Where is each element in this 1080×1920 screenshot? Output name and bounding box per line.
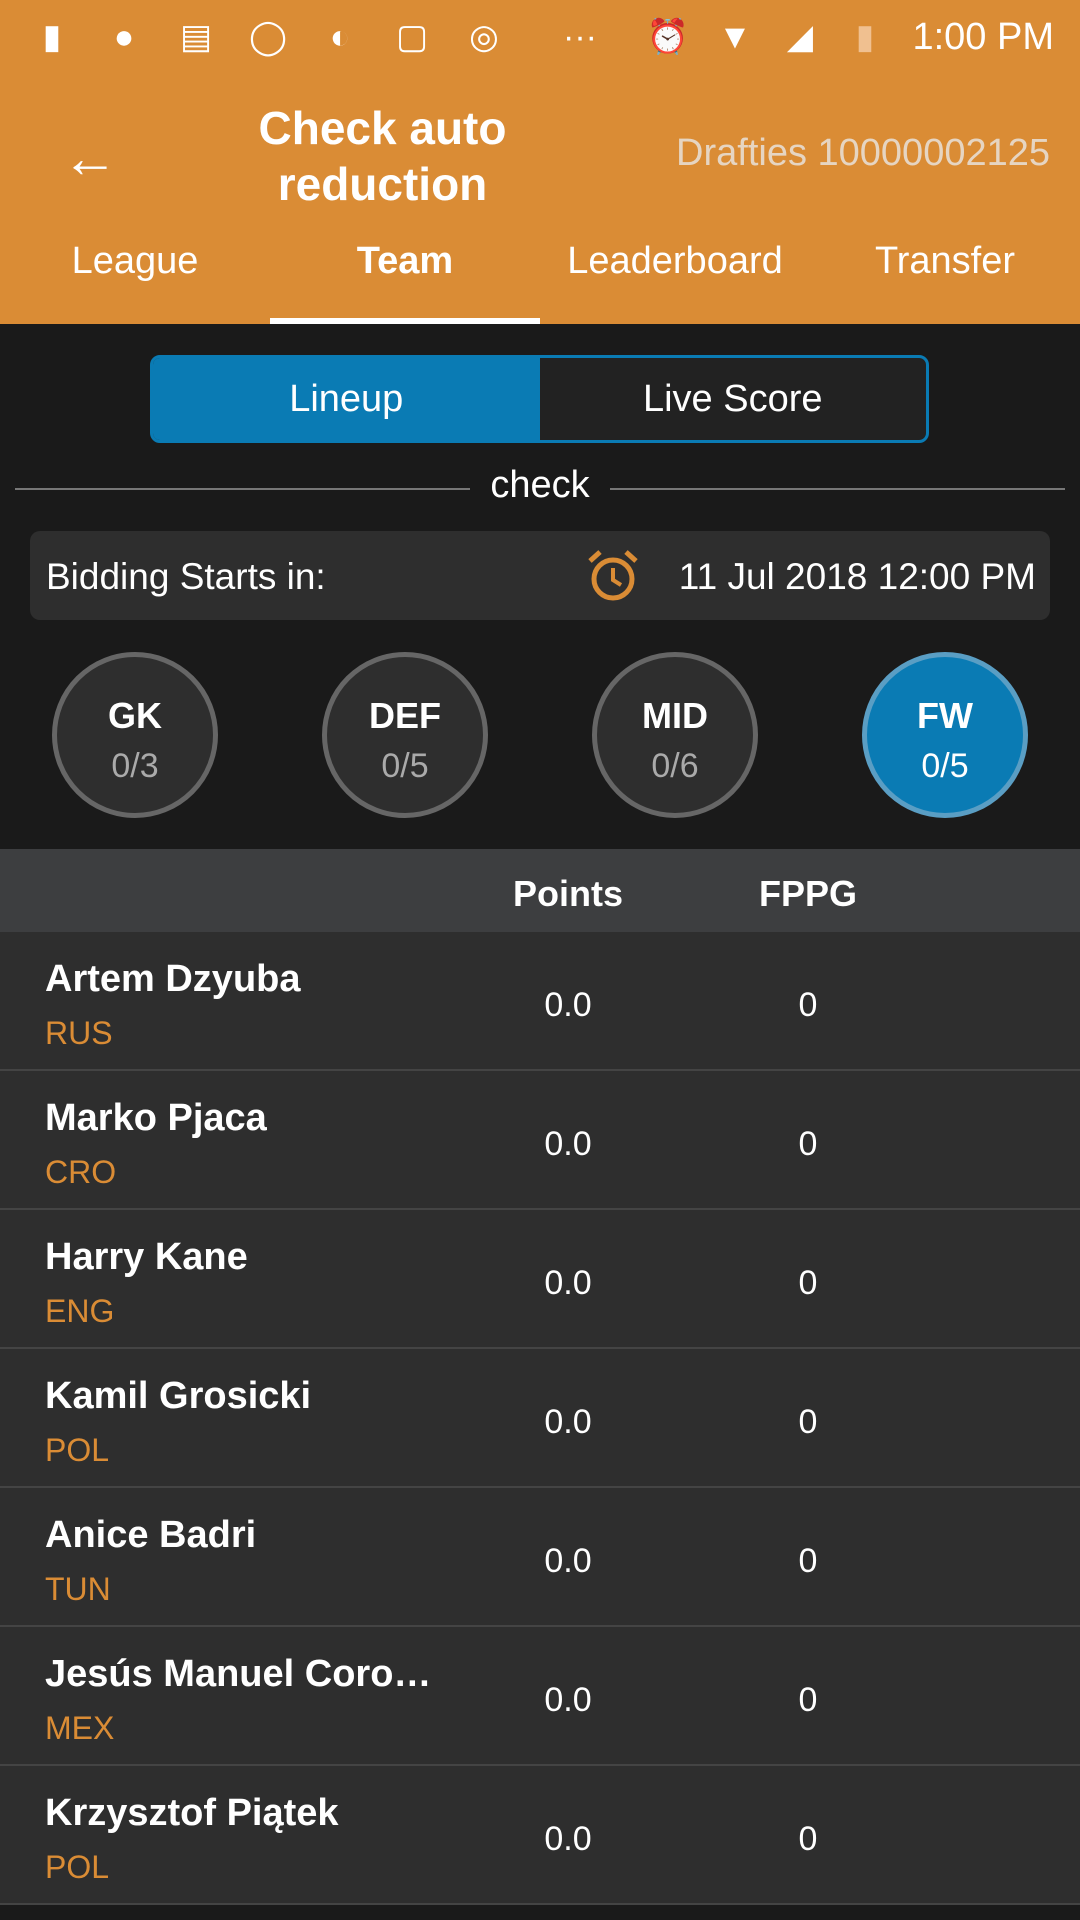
player-row[interactable]: Anice Badri TUN 0.0 0 — [0, 1488, 1080, 1627]
instagram-icon: ◎ — [469, 18, 499, 56]
position-label: DEF — [369, 695, 441, 736]
position-label: GK — [108, 695, 162, 736]
player-country: CRO — [45, 1154, 117, 1190]
player-fppg: 0 — [798, 1125, 818, 1163]
player-country: ENG — [45, 1293, 115, 1329]
table-header: Points FPPG — [0, 849, 1080, 932]
position-label: FW — [917, 695, 973, 736]
position-filter-mid[interactable]: MID 0/6 — [592, 652, 758, 818]
signal-icon: ◢ — [786, 18, 814, 56]
player-fppg: 0 — [798, 1820, 818, 1858]
app-icon: ▢ — [395, 18, 429, 56]
app-header: ▮ ● ▤ ◯ ◐ ▢ ◎ ··· ⏰ ▼ ◢ ▮ 1:00 PM ← Chec… — [0, 0, 1080, 324]
player-points: 0.0 — [544, 1681, 592, 1719]
news-icon: ▤ — [179, 18, 213, 56]
battery-low-icon: ▮ — [855, 18, 875, 56]
tab-leaderboard[interactable]: Leaderboard — [567, 240, 783, 282]
player-name: Marko Pjaca — [45, 1097, 267, 1139]
player-fppg: 0 — [798, 1542, 818, 1580]
player-points: 0.0 — [544, 1264, 592, 1302]
more-dots-icon: ··· — [563, 17, 597, 56]
player-row[interactable]: Marko Pjaca CRO 0.0 0 — [0, 1071, 1080, 1210]
player-country: POL — [45, 1849, 110, 1885]
player-name: Harry Kane — [45, 1236, 248, 1278]
bidding-label: Bidding Starts in: — [46, 556, 326, 597]
hangouts-icon: ● — [113, 17, 135, 56]
player-fppg: 0 — [798, 986, 818, 1024]
bidding-banner: Bidding Starts in: 11 Jul 2018 12:00 PM — [30, 531, 1050, 620]
player-name: Anice Badri — [45, 1514, 257, 1556]
player-country: MEX — [45, 1710, 115, 1746]
points-column-header: Points — [512, 873, 623, 914]
tab-indicator — [270, 318, 540, 324]
league-subtitle: Drafties 10000002125 — [676, 132, 1050, 174]
back-arrow-icon[interactable]: ← — [62, 126, 118, 189]
player-row[interactable]: Jesús Manuel Coro… MEX 0.0 0 — [0, 1627, 1080, 1766]
fppg-column-header: FPPG — [758, 873, 857, 914]
tab-league[interactable]: League — [71, 240, 199, 282]
player-points: 0.0 — [544, 1403, 592, 1441]
player-fppg: 0 — [798, 1403, 818, 1441]
tab-transfer[interactable]: Transfer — [874, 240, 1016, 282]
position-count: 0/6 — [651, 747, 699, 785]
alarm-clock-icon — [588, 550, 638, 601]
player-points: 0.0 — [544, 1820, 592, 1858]
position-filter-gk[interactable]: GK 0/3 — [52, 652, 218, 818]
position-count: 0/5 — [921, 747, 969, 785]
tab-team[interactable]: Team — [356, 240, 454, 282]
player-row[interactable]: Harry Kane ENG 0.0 0 — [0, 1210, 1080, 1349]
status-bar: ▮ ● ▤ ◯ ◐ ▢ ◎ ··· ⏰ ▼ ◢ ▮ 1:00 PM — [0, 0, 1080, 78]
view-segmented-control: Lineup Live Score — [150, 355, 929, 443]
live-score-segment[interactable]: Live Score — [642, 377, 823, 420]
player-country: RUS — [45, 1015, 113, 1051]
whatsapp-icon: ◯ — [248, 18, 288, 56]
player-points: 0.0 — [544, 1125, 592, 1163]
wifi-icon: ▼ — [718, 17, 752, 56]
player-name: Jesús Manuel Coro… — [45, 1653, 432, 1695]
player-country: POL — [45, 1432, 110, 1468]
player-fppg: 0 — [798, 1264, 818, 1302]
bidding-time: 11 Jul 2018 12:00 PM — [678, 556, 1036, 597]
player-row[interactable]: Krzysztof Piątek POL 0.0 0 — [0, 1766, 1080, 1905]
night-mode-icon: ◐ — [329, 17, 351, 56]
position-label: MID — [642, 695, 708, 736]
position-count: 0/3 — [111, 747, 159, 785]
player-name: Artem Dzyuba — [45, 958, 301, 1000]
position-filter-def[interactable]: DEF 0/5 — [322, 652, 488, 818]
player-country: TUN — [45, 1571, 111, 1607]
player-points: 0.0 — [544, 1542, 592, 1580]
position-count: 0/5 — [381, 747, 429, 785]
player-fppg: 0 — [798, 1681, 818, 1719]
player-name: Kamil Grosicki — [45, 1375, 312, 1417]
alarm-icon: ⏰ — [646, 18, 690, 56]
player-name: Krzysztof Piątek — [45, 1792, 339, 1834]
position-filter-fw[interactable]: FW 0/5 — [862, 652, 1028, 818]
player-row[interactable]: Kamil Grosicki POL 0.0 0 — [0, 1349, 1080, 1488]
battery-alert-icon: ▮ — [42, 18, 62, 56]
status-time: 1:00 PM — [912, 16, 1054, 58]
page-title: Check auto reduction — [258, 102, 507, 210]
player-points: 0.0 — [544, 986, 592, 1024]
player-row[interactable]: Artem Dzyuba RUS 0.0 0 — [0, 932, 1080, 1071]
section-label: check — [470, 464, 610, 507]
lineup-segment[interactable]: Lineup — [153, 358, 540, 440]
